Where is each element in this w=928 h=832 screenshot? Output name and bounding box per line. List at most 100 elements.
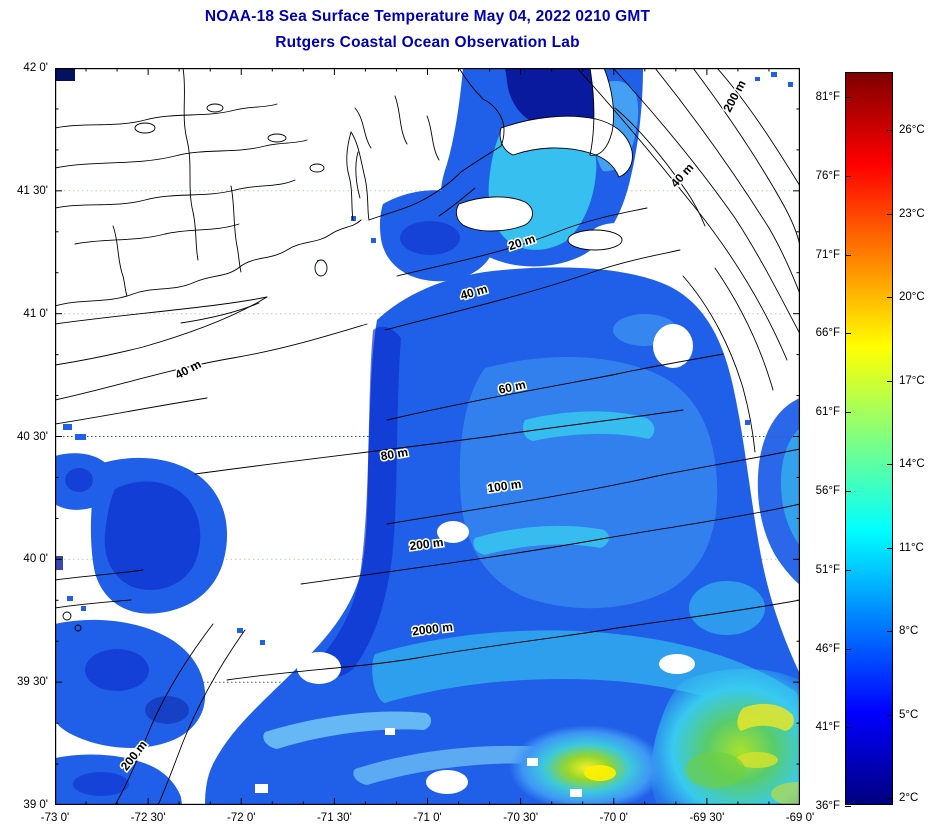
shelf-contour	[614, 107, 706, 227]
sst-patch	[781, 428, 800, 546]
colorbar-tick	[887, 130, 893, 131]
sst-warm-region	[737, 703, 794, 731]
sst-warm-region	[509, 725, 665, 805]
cloud-gap	[570, 789, 582, 797]
sst-speck	[371, 238, 376, 243]
colorbar-fahrenheit-label: 41°F	[815, 721, 840, 734]
contour-200m	[114, 623, 214, 805]
colorbar-tick	[845, 806, 851, 808]
contour-label: 100 m	[487, 477, 523, 496]
contour-60m	[386, 353, 724, 421]
cloud-gap	[255, 784, 268, 793]
shelf-contour	[716, 68, 800, 187]
colorbar-fahrenheit-label: 76°F	[815, 169, 840, 182]
colorbar-tick	[845, 491, 851, 492]
marthas-vineyard-land	[456, 196, 533, 231]
colorbar-gradient	[846, 73, 892, 804]
colorbar-celsius-label: 26°C	[899, 124, 925, 136]
sst-patch	[63, 424, 72, 430]
colorbar-fahrenheit-label: 36°F	[815, 800, 840, 813]
lat-tick-label: 41 0'	[23, 307, 48, 320]
colorbar-tick	[845, 254, 851, 256]
colorbar-fahrenheit-label: 81°F	[815, 91, 840, 103]
sst-patch	[689, 581, 765, 635]
shelf-contour	[62, 611, 72, 621]
sst-speck	[731, 436, 737, 441]
lon-tick-label: -71 30'	[316, 812, 352, 824]
cloud-gap	[297, 652, 341, 684]
sst-patch	[75, 434, 86, 440]
colorbar-fahrenheit-label: 66°F	[815, 327, 840, 340]
colorbar-celsius-label: 23°C	[899, 207, 925, 220]
colorbar-tick	[887, 798, 893, 799]
sst-patch	[85, 649, 149, 691]
lat-tick-label: 39 30'	[17, 676, 48, 689]
sst-patch	[73, 772, 129, 796]
lon-tick-label: -70 0'	[599, 812, 628, 824]
cloud-gap	[385, 728, 395, 735]
lon-tick-label: -69 30'	[689, 812, 725, 824]
colorbar-tick	[887, 547, 893, 549]
colorbar-tick	[887, 297, 893, 298]
colorbar-tick	[845, 97, 851, 98]
contour-20m	[396, 207, 648, 277]
lat-tick-label: 41 30'	[17, 184, 48, 197]
cloud-gap	[527, 758, 538, 766]
shelf-contour	[612, 68, 800, 335]
contour-200m	[157, 629, 246, 805]
plot-frame	[55, 68, 800, 805]
sst-patch	[309, 326, 401, 678]
contour-100m	[386, 448, 800, 525]
figure-subtitle: Rutgers Coastal Ocean Observation Lab	[275, 34, 580, 51]
sst-speck	[771, 72, 777, 77]
sst-patch	[263, 711, 432, 749]
sst-speck	[745, 420, 750, 425]
colorbar-fahrenheit-label: 46°F	[815, 642, 840, 655]
sst-patch	[145, 696, 189, 724]
map-plot: 200 m 40 m 20 m 40 m 40 m 60 m 80 m 100 …	[55, 68, 800, 805]
colorbar-tick	[887, 464, 893, 465]
colorbar-tick	[845, 333, 851, 335]
colorbar-celsius-label: 5°C	[899, 708, 919, 721]
sst-patch	[55, 68, 75, 81]
sst-speck	[351, 216, 356, 221]
colorbar-celsius-label: 11°C	[899, 541, 924, 554]
contour-label: 200 m	[409, 535, 444, 553]
shelf-contour	[714, 267, 774, 391]
sst-patch	[400, 221, 460, 255]
cloud-gap	[426, 770, 468, 794]
lon-tick-label: -73 0'	[40, 812, 70, 824]
shelf-contour	[74, 624, 82, 632]
sst-warm-region	[736, 752, 778, 768]
sst-speck	[237, 628, 243, 633]
sst-patch	[55, 556, 63, 570]
contour-2000m	[226, 599, 800, 681]
nantucket-land	[568, 230, 622, 250]
colorbar-celsius-label: 14°C	[899, 458, 925, 470]
cloud-gap	[653, 324, 693, 368]
lon-tick-label: -72 0'	[227, 812, 256, 824]
sst-patch	[203, 536, 213, 543]
lat-tick-label: 42 0'	[23, 62, 48, 74]
colorbar-celsius-label: 2°C	[899, 792, 919, 804]
sst-speck	[260, 640, 265, 645]
shelf-contour	[576, 68, 788, 361]
colorbar-celsius-label: 17°C	[899, 374, 925, 387]
lat-tick-label: 40 30'	[17, 430, 48, 443]
lat-tick-label: 40 0'	[23, 553, 48, 566]
shelf-contour	[682, 275, 756, 453]
shelf-contour	[55, 599, 132, 609]
block-island-land	[315, 260, 327, 276]
sst-speck	[755, 77, 760, 81]
sst-speck	[81, 606, 86, 611]
colorbar-tick	[845, 727, 851, 729]
sst-speck	[788, 82, 793, 87]
lon-tick-label: -69 0'	[785, 812, 815, 824]
colorbar-tick	[887, 213, 893, 215]
sst-warm-region	[584, 765, 616, 781]
colorbar-tick	[887, 714, 893, 716]
colorbar-tick	[845, 569, 851, 571]
colorbar-tick	[845, 412, 851, 414]
sst-patch	[217, 520, 225, 526]
sst-patch	[104, 481, 201, 591]
